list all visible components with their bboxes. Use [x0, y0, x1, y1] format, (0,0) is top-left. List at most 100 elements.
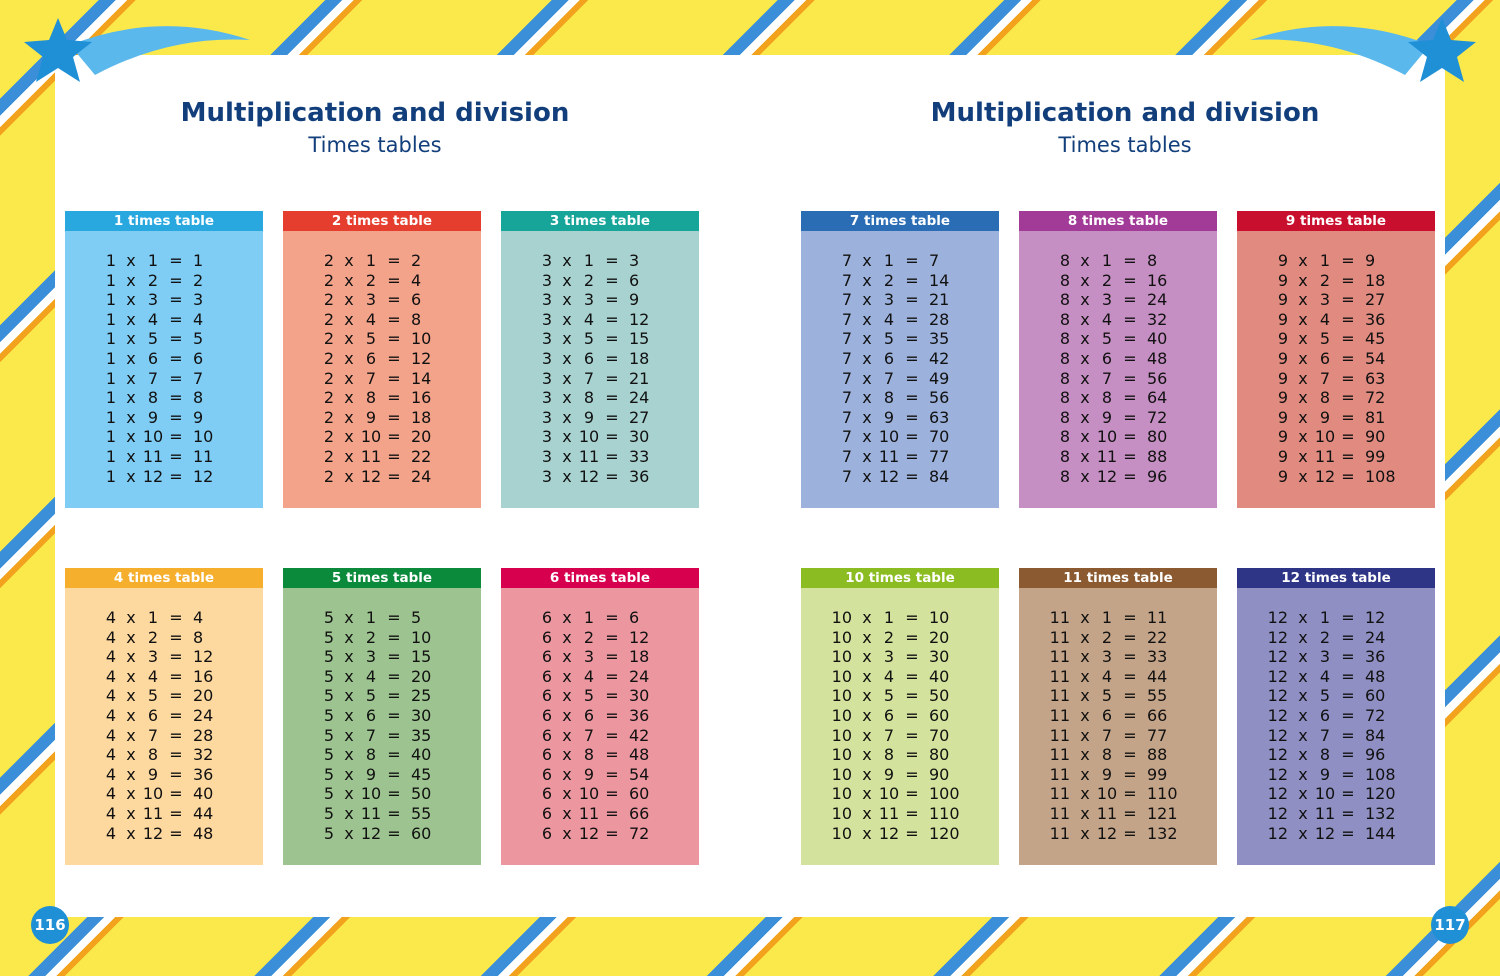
times-table: 5 times table 5 x 1 = 5 5 x 2 = 10 5 x 3 = 15 5 x 4 = 20 5 x 5 =…: [283, 568, 481, 865]
table-cell: x: [862, 608, 872, 627]
table-header: 9 times table: [1237, 211, 1435, 231]
table-cell: x: [1080, 804, 1090, 823]
table-cell: 54: [1365, 349, 1386, 368]
table-cell: =: [1123, 466, 1137, 486]
table-cell: 6: [541, 647, 552, 667]
table-cell: 120: [1365, 784, 1396, 804]
table-cell: =: [905, 270, 919, 290]
table-header: 8 times table: [1019, 211, 1217, 231]
table-cell: 11: [1314, 804, 1336, 823]
table-cell: 8: [583, 388, 595, 408]
table-cell: 3: [541, 309, 552, 329]
table-cell: x: [126, 427, 136, 447]
table-cell: x: [344, 745, 354, 765]
table-cell: 12: [578, 466, 600, 486]
table-cell: 9: [1277, 251, 1288, 270]
table-cell: x: [862, 627, 872, 647]
table-header: 2 times table: [283, 211, 481, 231]
table-cell: 7: [841, 427, 852, 447]
table-cell: 5: [193, 329, 204, 349]
table-cell: x: [862, 290, 872, 310]
table-cell: =: [1341, 427, 1355, 447]
table-cell: 8: [411, 309, 422, 329]
table-cell: 4: [105, 823, 116, 843]
table-cell: =: [1341, 368, 1355, 388]
table-cell: x: [862, 388, 872, 408]
table-cell: 144: [1365, 823, 1396, 843]
table-cell: 45: [1365, 329, 1386, 349]
table-cell: 99: [1365, 447, 1386, 466]
table-cell: 5: [883, 686, 895, 706]
times-table: 10 times table 10 x 1 = 10 10 x 2 = 20 10 x 3 = 30 10 x 4 =…: [801, 568, 999, 865]
table-cell: 8: [1101, 745, 1113, 765]
table-cell: 1: [1319, 608, 1331, 627]
table-cell: 4: [147, 666, 159, 686]
table-cell: 4: [105, 804, 116, 823]
table-cell: 5: [1319, 329, 1331, 349]
table-cell: =: [1341, 647, 1355, 667]
table-cell: x: [126, 349, 136, 368]
table-cell: =: [1123, 407, 1137, 427]
table-cell: 60: [629, 784, 650, 804]
table-cell: 7: [883, 368, 895, 388]
table-cell: x: [1298, 407, 1308, 427]
table-cell: =: [605, 329, 619, 349]
table-cell: 11: [142, 447, 164, 466]
table-cell: 10: [929, 608, 950, 627]
table-cell: 3: [147, 647, 159, 667]
table-cell: 2: [1101, 627, 1113, 647]
table-cell: 44: [193, 804, 214, 823]
table-cell: 9: [1277, 427, 1288, 447]
table-cell: 90: [929, 764, 950, 784]
table-cell: 10: [831, 647, 852, 667]
table-cell: 2: [1101, 270, 1113, 290]
table-cell: 30: [629, 686, 650, 706]
times-table: 9 times table 9 x 1 = 9 9 x 2 = 18 9 x 3 = 27 9 x 4 = 36 9 x 5 =…: [1237, 211, 1435, 508]
table-cell: x: [344, 647, 354, 667]
table-cell: x: [126, 686, 136, 706]
table-cell: 7: [841, 466, 852, 486]
table-cell: 12: [360, 823, 382, 843]
table-cell: 8: [1101, 388, 1113, 408]
table-cell: =: [605, 627, 619, 647]
table-cell: =: [605, 608, 619, 627]
table-cell: =: [905, 290, 919, 310]
table-cell: 1: [105, 447, 116, 466]
table-cell: 10: [831, 686, 852, 706]
table-cell: 6: [541, 706, 552, 725]
table-cell: 1: [105, 329, 116, 349]
table-cell: 3: [541, 368, 552, 388]
table-cell: 9: [193, 407, 204, 427]
table-cell: x: [1080, 251, 1090, 270]
table-cell: x: [862, 349, 872, 368]
table-cell: x: [1080, 309, 1090, 329]
table-cell: 3: [541, 427, 552, 447]
table-cell: 15: [411, 647, 432, 667]
table-cell: 80: [929, 745, 950, 765]
table-cell: x: [862, 447, 872, 466]
table-cell: 8: [1059, 388, 1070, 408]
table-cell: 4: [105, 725, 116, 745]
table-cell: 8: [1059, 251, 1070, 270]
table-cell: 11: [1049, 784, 1070, 804]
table-cell: =: [605, 764, 619, 784]
table-cell: =: [905, 627, 919, 647]
table-cell: =: [169, 804, 183, 823]
table-cell: =: [387, 804, 401, 823]
table-cell: 11: [360, 804, 382, 823]
table-cell: 2: [323, 388, 334, 408]
table-cell: x: [562, 309, 572, 329]
table-cell: 36: [1365, 309, 1386, 329]
table-cell: 36: [193, 764, 214, 784]
table-cell: 8: [1319, 388, 1331, 408]
table-cell: =: [1341, 466, 1355, 486]
table-cell: 2: [323, 407, 334, 427]
table-cell: 5: [323, 666, 334, 686]
table-cell: x: [126, 745, 136, 765]
table-cell: 5: [323, 647, 334, 667]
table-cell: =: [1341, 686, 1355, 706]
table-cell: 2: [147, 270, 159, 290]
table-cell: 10: [1096, 784, 1118, 804]
table-cell: 12: [1267, 647, 1288, 667]
